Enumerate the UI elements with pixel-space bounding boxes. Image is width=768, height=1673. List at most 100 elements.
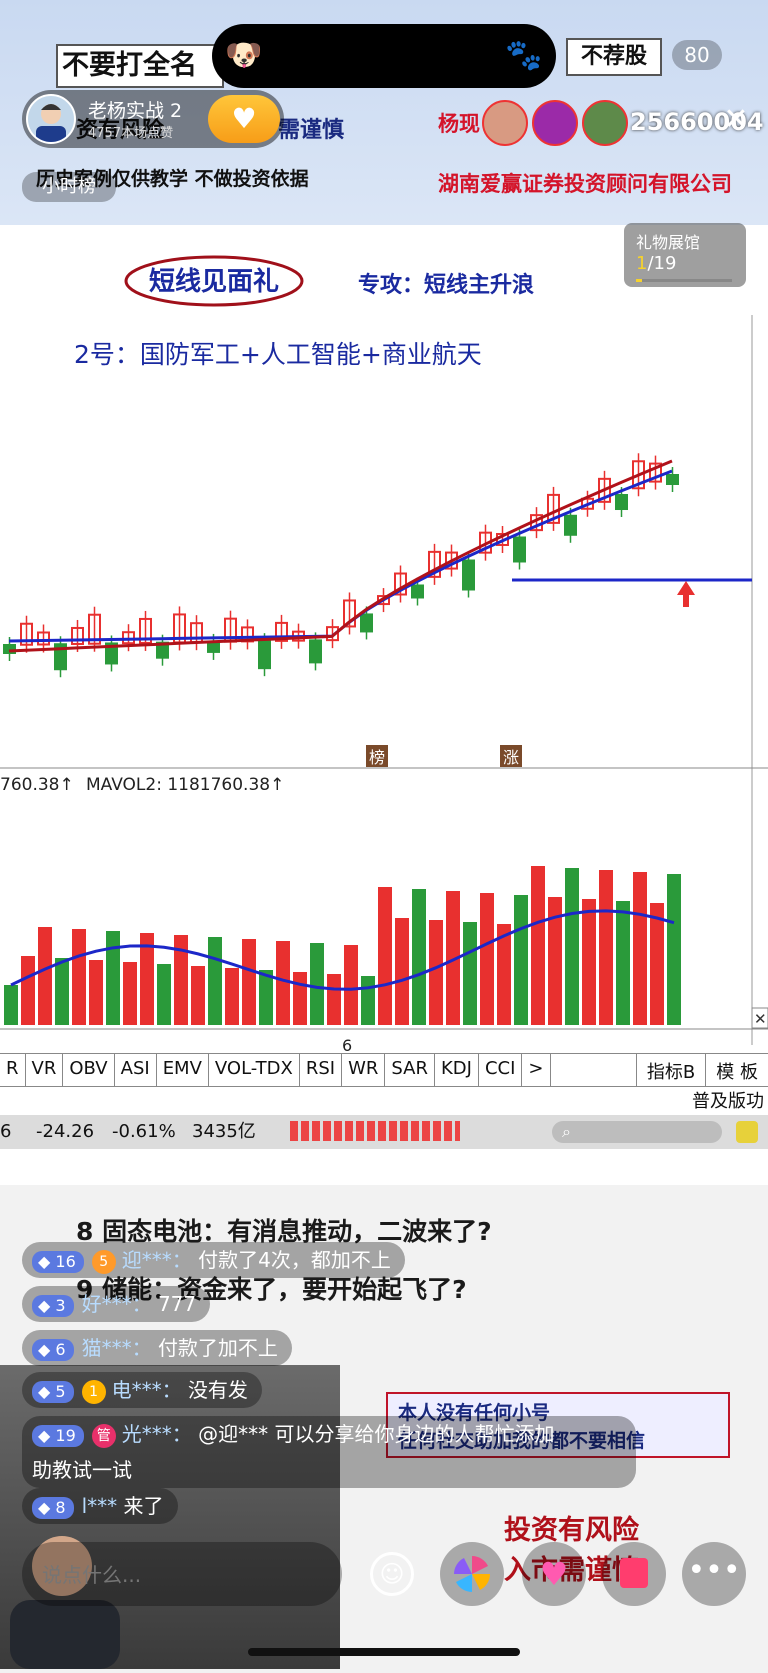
more-button[interactable]: ••• <box>682 1542 746 1606</box>
overlay-risk-line2: 入市需谨慎 <box>504 1555 639 1586</box>
volume-bar <box>293 972 307 1025</box>
indicator-tab-10[interactable]: CCI <box>479 1054 523 1086</box>
volume-bar <box>514 895 528 1025</box>
volume-bar <box>310 943 324 1025</box>
volume-bar <box>89 960 103 1025</box>
lock-icon[interactable] <box>736 1121 758 1143</box>
close-icon[interactable]: ✕ <box>723 102 749 137</box>
chart-close-icon[interactable]: ✕ <box>754 1010 767 1028</box>
indicator-tab-2[interactable]: OBV <box>63 1054 115 1086</box>
follow-heart-button[interactable]: ♥ <box>208 95 280 143</box>
ma-line-red <box>8 459 673 653</box>
comment-input-field[interactable] <box>40 1556 244 1594</box>
comment-row[interactable]: ◆ 19 管光***： @迎*** 可以分享给你身边的人帮忙添加助教试一试 <box>22 1416 636 1488</box>
comment-text: 付款了加不上 <box>157 1336 278 1360</box>
gift-gallery-current: 1 <box>636 253 648 274</box>
volume-bar <box>327 974 341 1025</box>
fan-badge: 管 <box>91 1423 116 1448</box>
volume-bar <box>616 901 630 1025</box>
comment-row[interactable]: ◆ 6 猫***： 付款了加不上 <box>22 1330 292 1366</box>
up-arrow-icon <box>677 581 695 607</box>
indicator-tab-4[interactable]: EMV <box>157 1054 209 1086</box>
host-info[interactable]: 老杨实战 2 4757本场点赞 ♥ <box>22 90 284 148</box>
gift-heart-button[interactable]: ♥ <box>522 1542 586 1606</box>
comment-user[interactable]: 猫***： <box>81 1336 158 1360</box>
indicator-tab-5[interactable]: VOL-TDX <box>209 1054 300 1086</box>
volume-bar <box>463 922 477 1025</box>
comment-user[interactable]: 迎***： <box>121 1248 199 1272</box>
volume-bar <box>480 893 494 1025</box>
indicator-tab-7[interactable]: WR <box>342 1054 386 1086</box>
more-icon: ••• <box>687 1553 741 1588</box>
volume-bar <box>4 985 18 1025</box>
comment-user[interactable]: 电***： <box>111 1378 188 1402</box>
level-badge: ◆ 16 <box>32 1250 84 1273</box>
indicator-tab-9[interactable]: KDJ <box>435 1054 479 1086</box>
comment-user[interactable]: l*** <box>81 1494 124 1518</box>
volume-bar <box>276 941 290 1025</box>
volume-bar <box>378 887 392 1025</box>
viewer-count[interactable]: 25660004 <box>630 108 764 136</box>
emoji-icon[interactable]: ☺ <box>370 1552 414 1596</box>
stock-chart-slide: 短线见面礼 专攻：短线主升浪 2号：国防军工+人工智能+商业航天 榜 涨 760… <box>0 223 768 1185</box>
banner-right-box: 不荐股 <box>566 38 662 76</box>
comment-user[interactable]: 好***： <box>81 1292 158 1316</box>
gift-box-button[interactable] <box>602 1542 666 1606</box>
comment-input[interactable]: ☺ <box>22 1542 414 1606</box>
candlestick-chart: 短线见面礼 专攻：短线主升浪 2号：国防军工+人工智能+商业航天 榜 涨 760… <box>0 255 768 1055</box>
viewer-avatar-3[interactable] <box>582 100 628 146</box>
indicator-tab-6[interactable]: RSI <box>300 1054 343 1086</box>
indicator-tab-0[interactable]: R <box>0 1054 26 1086</box>
comment-text: @迎*** 可以分享给你身边的人帮忙添加 <box>198 1422 555 1446</box>
indicator-tabs: R VR OBV ASI EMV VOL-TDX RSI WR SAR KDJ CCI > <box>0 1054 551 1086</box>
host-name: 老杨实战 2 <box>88 100 183 122</box>
notice-line2: 任何社交助加我的都不要相信 <box>398 1430 646 1452</box>
chart-close-box[interactable] <box>751 1007 768 1029</box>
comment-text-continued: 助教试一试 <box>32 1458 132 1482</box>
level-badge: ◆ 19 <box>32 1424 84 1447</box>
edition-label: 普及版功 <box>692 1091 764 1112</box>
viewer-avatar-2[interactable] <box>532 100 578 146</box>
status-change: -24.26 <box>36 1121 95 1142</box>
indicator-tab-1[interactable]: VR <box>26 1054 64 1086</box>
indicator-tab-bar: R VR OBV ASI EMV VOL-TDX RSI WR SAR KDJ CCI > 指标B 模… <box>0 1053 768 1087</box>
search-field[interactable] <box>552 1121 722 1143</box>
volume-bar <box>225 968 239 1025</box>
comment-row[interactable]: ◆ 3 好***： 777 <box>22 1286 211 1322</box>
indicator-tab-11[interactable]: > <box>522 1054 551 1086</box>
viewer-badge[interactable]: 80 <box>672 40 722 70</box>
banner-risk-text: 资有风险 <box>76 118 165 143</box>
overlay-item9: 9 储能：资金来了，要开始起飞了? <box>76 1275 467 1304</box>
comment-text: 来了 <box>123 1494 164 1518</box>
volume-bar <box>344 945 358 1025</box>
volume-bar <box>191 966 205 1025</box>
comment-user[interactable]: 光***： <box>121 1422 199 1446</box>
marker-zhang-box <box>500 745 522 767</box>
comment-row[interactable]: ◆ 16 5 迎***： 付款了4次，都加不上 <box>22 1242 405 1278</box>
viewer-avatar-1[interactable] <box>482 100 528 146</box>
comment-row[interactable]: ◆ 8 l*** 来了 <box>22 1488 178 1524</box>
home-indicator <box>248 1648 520 1656</box>
search-icon[interactable]: ⌕ <box>562 1122 571 1141</box>
notice-box: 本人没有任何小号 任何社交助加我的都不要相信 <box>386 1392 730 1458</box>
volume-bar <box>72 929 86 1025</box>
banner-partial-name: 杨现 <box>438 112 480 136</box>
host-avatar[interactable] <box>26 94 76 144</box>
volume-bar <box>531 866 545 1025</box>
comment-text: 没有发 <box>187 1378 248 1402</box>
hour-rank-button[interactable]: 小时榜 <box>22 172 116 202</box>
level-badge: ◆ 5 <box>32 1380 74 1403</box>
comment-row[interactable]: ◆ 5 1 电***： 没有发 <box>22 1372 262 1408</box>
gift-gallery-card[interactable]: 礼物展馆 1/19 <box>624 223 746 287</box>
pinwheel-button[interactable] <box>440 1542 504 1606</box>
indicator-b-tab[interactable]: 指标B <box>635 1054 705 1086</box>
status-notch: 🐶 🐾 <box>212 24 556 88</box>
host-likes: 4757本场点赞 <box>88 126 174 141</box>
indicator-tab-3[interactable]: ASI <box>115 1054 157 1086</box>
template-tab[interactable]: 模 板 <box>705 1054 768 1086</box>
volume-bar <box>123 962 137 1025</box>
indicator-tab-8[interactable]: SAR <box>385 1054 435 1086</box>
pinwheel-icon <box>454 1556 490 1592</box>
gift-box-icon <box>620 1558 648 1588</box>
volume-bar <box>174 935 188 1025</box>
